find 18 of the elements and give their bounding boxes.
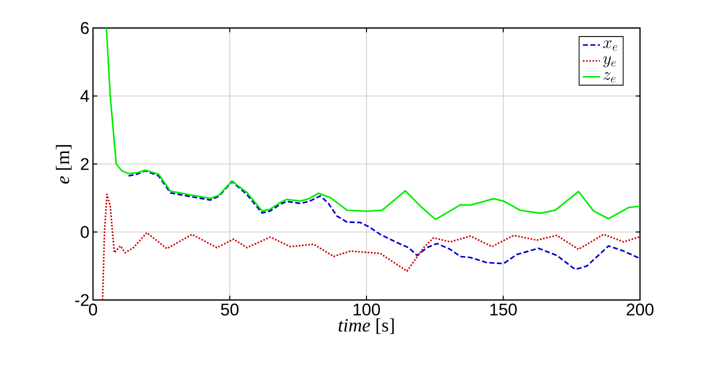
y-tick-label: -2 [75,294,89,306]
y-tick-label: 4 [80,90,89,102]
legend-label: $y_e$ [603,56,616,68]
y-tick-label: 0 [80,226,89,238]
x-tick-label: 100 [354,304,380,316]
line-series [102,193,640,300]
legend-label: $z_e$ [603,72,616,82]
x-tick-label: 200 [626,304,654,316]
line-series [106,28,640,220]
y-tick-label: 2 [80,158,89,170]
legend-label: $x_e$ [603,40,618,51]
y-tick-label: 6 [80,22,89,34]
y-axis-title: e [m] [56,145,72,184]
x-tick-label: 0 [88,304,98,316]
x-axis-title: time [s] [338,318,394,334]
x-tick-label: 50 [221,304,239,316]
x-tick-label: 150 [490,304,517,316]
line-series [128,170,640,270]
